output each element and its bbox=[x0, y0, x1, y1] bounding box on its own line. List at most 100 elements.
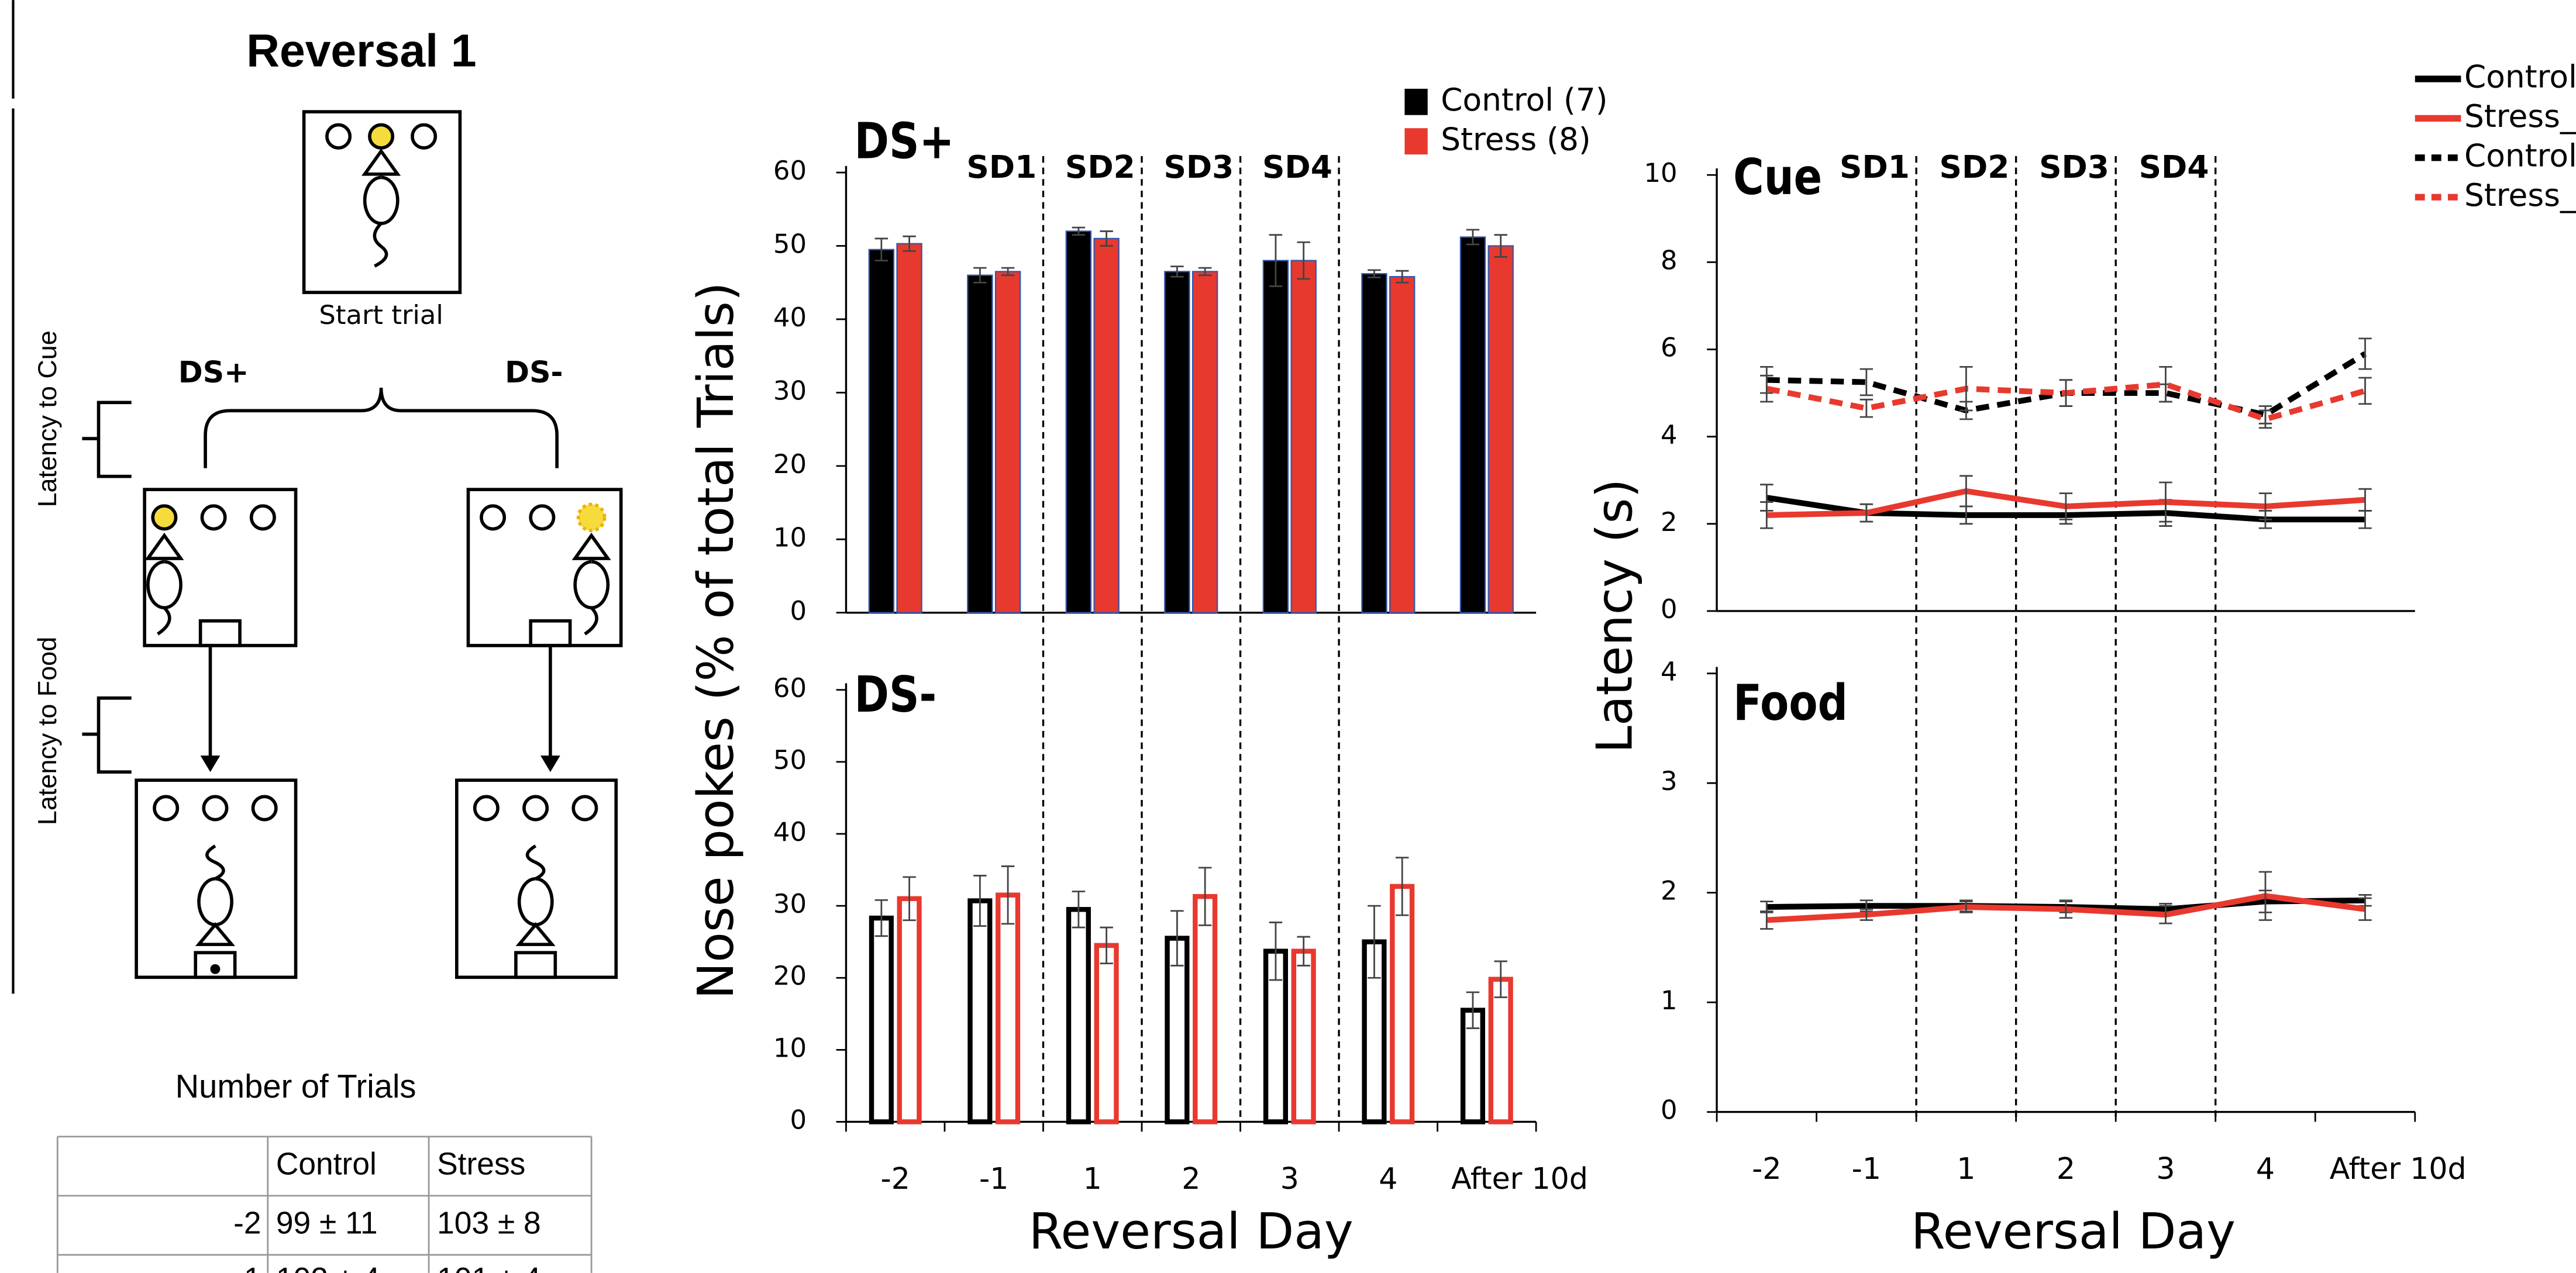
y-tick-label: 0 bbox=[790, 595, 807, 626]
bar bbox=[1193, 271, 1217, 612]
x-tick-label: 3 bbox=[1280, 1161, 1299, 1196]
table-title: Number of Trials bbox=[175, 1068, 416, 1105]
bar bbox=[970, 901, 990, 1122]
y-tick-label: 40 bbox=[773, 816, 807, 847]
port-lit bbox=[153, 506, 175, 529]
bar bbox=[1392, 886, 1412, 1122]
legend-label: Stress (8) bbox=[1441, 120, 1591, 157]
legend-label: Control (7) bbox=[1441, 81, 1607, 118]
y-tick-label: 1 bbox=[1661, 985, 1678, 1016]
legend-swatch bbox=[1404, 128, 1427, 154]
y-tick-label: 2 bbox=[1661, 875, 1678, 906]
bar bbox=[1390, 277, 1414, 613]
bar bbox=[967, 275, 992, 613]
annotation: SD2 bbox=[1940, 149, 2010, 185]
y-tick-label: 4 bbox=[1661, 656, 1678, 687]
chart-title: DS+ bbox=[855, 113, 955, 170]
y-tick-label: 30 bbox=[773, 888, 807, 919]
y-tick-label: 6 bbox=[1661, 332, 1678, 363]
x-tick-label: 1 bbox=[1957, 1151, 1975, 1186]
y-axis-label: Nose pokes (% of total Trials) bbox=[687, 282, 745, 999]
bar bbox=[1069, 909, 1089, 1122]
x-tick-label: After 10d bbox=[2330, 1151, 2467, 1186]
annotation: SD1 bbox=[966, 149, 1036, 185]
y-tick-label: 10 bbox=[773, 522, 807, 553]
diagram-title: Reversal 1 bbox=[246, 25, 476, 77]
page: { "diagram": { "title": "Reversal 1", "s… bbox=[0, 0, 2576, 1273]
legend-swatch bbox=[1404, 89, 1427, 115]
table-cell: 103 ± 8 bbox=[437, 1206, 541, 1241]
y-tick-label: 0 bbox=[1661, 1095, 1678, 1126]
bar bbox=[1294, 951, 1314, 1122]
bar bbox=[996, 271, 1020, 612]
annotation: SD1 bbox=[1840, 149, 1910, 185]
annotation: SD4 bbox=[2139, 149, 2209, 185]
pellet bbox=[212, 966, 218, 972]
ds-plus-label: DS+ bbox=[178, 355, 249, 389]
port-lit bbox=[578, 504, 605, 530]
bar bbox=[869, 250, 894, 613]
bar bbox=[872, 918, 891, 1122]
bar bbox=[900, 899, 919, 1122]
table-cell: -2 bbox=[233, 1206, 261, 1241]
table-cell: 101 ± 4 bbox=[437, 1262, 541, 1273]
y-tick-label: 2 bbox=[1661, 506, 1678, 537]
y-axis-label: Latency (s) bbox=[1586, 479, 1643, 753]
bar bbox=[998, 895, 1018, 1122]
legend-label: Stress_DS- (8) bbox=[2464, 177, 2576, 213]
y-tick-label: 0 bbox=[790, 1104, 807, 1135]
x-tick-label: 2 bbox=[1182, 1161, 1200, 1196]
bar bbox=[1094, 239, 1119, 613]
legend-label: Stress_DS+ (8) bbox=[2464, 98, 2576, 134]
y-tick-label: 3 bbox=[1661, 765, 1678, 796]
annotation: SD3 bbox=[2039, 149, 2109, 185]
table-cell: -1 bbox=[233, 1262, 261, 1273]
y-tick-label: 50 bbox=[773, 744, 807, 775]
y-tick-label: 40 bbox=[773, 302, 807, 333]
bar bbox=[1263, 261, 1288, 613]
legend-label: Control_DS+ (7) bbox=[2464, 58, 2576, 95]
x-tick-label: -1 bbox=[979, 1161, 1008, 1196]
table-header: Control bbox=[276, 1147, 377, 1181]
annotation: SD4 bbox=[1262, 149, 1332, 185]
ds-minus-label: DS- bbox=[505, 355, 563, 389]
latency-cue-label: Latency to Cue bbox=[32, 330, 62, 507]
y-tick-label: 20 bbox=[773, 960, 807, 991]
table-cell: 99 ± 11 bbox=[276, 1206, 378, 1241]
y-tick-label: 10 bbox=[1644, 157, 1677, 188]
x-axis-label: Reversal Day bbox=[1911, 1203, 2236, 1260]
bar bbox=[1165, 271, 1189, 612]
x-tick-label: -2 bbox=[881, 1161, 910, 1196]
x-axis-label: Reversal Day bbox=[1029, 1203, 1354, 1260]
y-tick-label: 60 bbox=[773, 155, 807, 186]
y-tick-label: 10 bbox=[773, 1032, 807, 1063]
y-tick-label: 20 bbox=[773, 449, 807, 479]
y-tick-label: 50 bbox=[773, 229, 807, 260]
start-label: Start trial bbox=[319, 299, 443, 330]
chart-title: Cue bbox=[1733, 149, 1822, 206]
x-tick-label: 3 bbox=[2156, 1151, 2175, 1186]
y-tick-label: 60 bbox=[773, 672, 807, 703]
bar bbox=[1362, 274, 1386, 613]
bar bbox=[1491, 979, 1511, 1122]
x-tick-label: 4 bbox=[2256, 1151, 2275, 1186]
chart-title: DS- bbox=[855, 666, 937, 723]
y-tick-label: 0 bbox=[1661, 594, 1678, 625]
bar bbox=[1489, 246, 1513, 613]
bar bbox=[1195, 896, 1215, 1122]
bar bbox=[1461, 237, 1485, 612]
x-tick-label: -2 bbox=[1752, 1151, 1781, 1186]
annotation: SD3 bbox=[1163, 149, 1234, 185]
figure: Reversal 1 bbox=[0, 0, 2576, 1273]
y-tick-label: 8 bbox=[1661, 244, 1678, 275]
x-tick-label: -1 bbox=[1852, 1151, 1881, 1186]
port-lit bbox=[370, 125, 392, 148]
x-tick-label: After 10d bbox=[1451, 1161, 1588, 1196]
annotation: SD2 bbox=[1065, 149, 1135, 185]
x-tick-label: 1 bbox=[1083, 1161, 1102, 1196]
x-tick-label: 2 bbox=[2057, 1151, 2075, 1186]
table-header: Stress bbox=[437, 1147, 525, 1181]
y-tick-label: 30 bbox=[773, 375, 807, 406]
y-tick-label: 4 bbox=[1661, 419, 1678, 450]
bar bbox=[1097, 946, 1117, 1122]
